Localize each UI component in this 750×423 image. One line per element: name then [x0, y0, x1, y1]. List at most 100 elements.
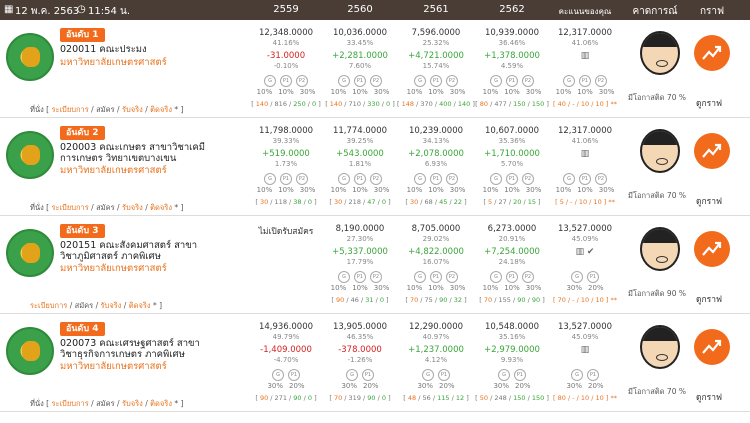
- program-name[interactable]: 020003 คณะเกษตร สาขาวิชาเคมีการเกษตร วิท…: [60, 142, 206, 164]
- weight-circle-icon: P1: [514, 369, 526, 381]
- rules-link[interactable]: ระเบียบการ: [30, 301, 68, 310]
- min-score-percent: 20.91%: [498, 235, 526, 243]
- graph-button[interactable]: [694, 329, 730, 365]
- admitted-link[interactable]: ติดจริง: [150, 203, 172, 212]
- accepted: 20: [513, 198, 522, 206]
- weight-circle-icon: P1: [430, 271, 442, 283]
- accepted-link[interactable]: รับจริง: [100, 301, 122, 310]
- bar-chart-icon[interactable]: ▥: [575, 247, 585, 257]
- applicants: 56: [422, 394, 431, 402]
- apply-link[interactable]: สมัคร: [96, 399, 115, 408]
- program-name[interactable]: 020073 คณะเศรษฐศาสตร์ สาขาวิชาธุรกิจการเ…: [60, 338, 200, 360]
- weight-percent: 10%: [504, 284, 520, 292]
- admitted-link[interactable]: ติดจริง: [128, 301, 151, 310]
- seat-stats: [ 70 / 155 / 90 / 90 ]: [479, 296, 545, 304]
- apply-link[interactable]: สมัคร: [96, 203, 115, 212]
- weight-icons: G P1: [545, 271, 625, 283]
- weight-icons: G P1 P2: [472, 75, 552, 87]
- apply-link[interactable]: สมัคร: [96, 105, 115, 114]
- graph-button[interactable]: [694, 231, 730, 267]
- your-score-percent: 45.09%: [571, 333, 599, 341]
- score-icons: ▥ ✔: [545, 247, 625, 257]
- applicants: 271: [274, 394, 287, 402]
- graph-button[interactable]: [694, 35, 730, 71]
- accepted: 90: [439, 296, 448, 304]
- admitted-link[interactable]: ติดจริง: [150, 105, 172, 114]
- weight-percent: 10%: [555, 88, 572, 96]
- weight-percent: 10%: [406, 186, 423, 194]
- rules-link[interactable]: ระเบียบการ: [51, 203, 89, 212]
- bar-chart-icon[interactable]: ▥: [580, 51, 590, 61]
- applicants: 46: [350, 296, 359, 304]
- accepted: 38: [293, 198, 302, 206]
- university-name[interactable]: มหาวิทยาลัยเกษตรศาสตร์: [60, 57, 167, 68]
- score-diff-percent: 9.93%: [500, 356, 524, 364]
- seat-stats: [ 148 / 370 / 400 / 140 ]: [397, 100, 475, 108]
- seat-stats: [ 70 / 75 / 90 / 32 ]: [405, 296, 467, 304]
- weight-percent: 10%: [406, 88, 423, 96]
- accepted-link[interactable]: รับจริง: [121, 399, 143, 408]
- applicants: 477: [494, 100, 507, 108]
- seat-stats: [ 5 / 27 / 20 / 15 ]: [483, 198, 541, 206]
- weight-percent: 30%: [449, 186, 466, 194]
- weight-percent: 30%: [598, 186, 615, 194]
- accepted: 115: [437, 394, 450, 402]
- score-diff: +2,979.0000: [484, 345, 540, 355]
- score-diff: +1,378.0000: [484, 51, 540, 61]
- view-graph-link[interactable]: ดูกราฟ: [696, 197, 723, 207]
- score-diff: +7,254.0000: [484, 247, 540, 257]
- accepted: 330: [367, 100, 380, 108]
- accepted-link[interactable]: รับจริง: [121, 105, 143, 114]
- weight-percent: 10%: [278, 88, 294, 96]
- admitted-link[interactable]: ติดจริง: [150, 399, 172, 408]
- seats: 30: [259, 198, 269, 206]
- rules-link[interactable]: ระเบียบการ: [51, 399, 89, 408]
- weight-percents: 10% 10% 30%: [246, 186, 326, 194]
- admitted: 32: [453, 296, 463, 304]
- university-name[interactable]: มหาวิทยาลัยเกษตรศาสตร์: [60, 361, 167, 372]
- university-name[interactable]: มหาวิทยาลัยเกษตรศาสตร์: [60, 165, 167, 176]
- program-name[interactable]: 020011 คณะประมง: [60, 44, 147, 55]
- weight-percent: 30%: [566, 284, 582, 292]
- accepted: 31: [365, 296, 374, 304]
- weight-percents: 10% 10% 30%: [320, 88, 400, 96]
- min-score-percent: 46.35%: [346, 333, 374, 341]
- view-graph-link[interactable]: ดูกราฟ: [696, 99, 723, 109]
- applicants: 319: [348, 394, 361, 402]
- seats: 90: [336, 296, 345, 304]
- seats: 140: [329, 100, 343, 108]
- seats: 140: [255, 100, 269, 108]
- accepted: 47: [367, 198, 376, 206]
- graph-button[interactable]: [694, 133, 730, 169]
- trend-up-icon: [702, 143, 722, 158]
- score-icons: ▥: [545, 51, 625, 61]
- apply-link[interactable]: สมัคร: [74, 301, 94, 310]
- view-graph-link[interactable]: ดูกราฟ: [696, 295, 723, 305]
- weight-percent: 10%: [330, 88, 347, 96]
- min-score: 11,798.0000: [258, 126, 314, 136]
- program-links: ที่นั่ง [ ระเบียบการ / สมัคร / รับจริง /…: [30, 202, 183, 214]
- weight-circle-icon: G: [264, 75, 276, 87]
- min-score: 10,548.0000: [484, 322, 540, 332]
- header-time: 11:54 น.: [88, 6, 131, 17]
- accepted-link[interactable]: รับจริง: [121, 203, 143, 212]
- university-logo: [6, 33, 54, 81]
- seat-label: ที่นั่ง [: [30, 399, 50, 408]
- header-bar: ▦ 12 พ.ค. 2563 ◷ 11:54 น. 2559 2560 2561…: [0, 0, 750, 20]
- program-name[interactable]: 020151 คณะสังคมศาสตร์ สาขาวิชาภูมิศาสตร์…: [60, 240, 198, 262]
- header-date: 12 พ.ค. 2563: [15, 6, 80, 17]
- weight-percent: 10%: [428, 186, 444, 194]
- view-graph-link[interactable]: ดูกราฟ: [696, 393, 723, 403]
- weight-percent: 30%: [373, 88, 390, 96]
- weight-percents: 30% 20%: [545, 284, 625, 292]
- rules-link[interactable]: ระเบียบการ: [51, 105, 89, 114]
- seat-stats: [ 30 / 118 / 38 / 0 ]: [255, 198, 317, 206]
- weight-percent: 30%: [598, 88, 615, 96]
- accepted: 45: [439, 198, 448, 206]
- bar-chart-icon[interactable]: ▥: [580, 345, 590, 355]
- university-name[interactable]: มหาวิทยาลัยเกษตรศาสตร์: [60, 263, 167, 274]
- rank-badge: อันดับ 4: [60, 322, 105, 336]
- weight-circle-icon: G: [414, 75, 426, 87]
- bar-chart-icon[interactable]: ▥: [580, 149, 590, 159]
- weight-circle-icon: P2: [446, 173, 458, 185]
